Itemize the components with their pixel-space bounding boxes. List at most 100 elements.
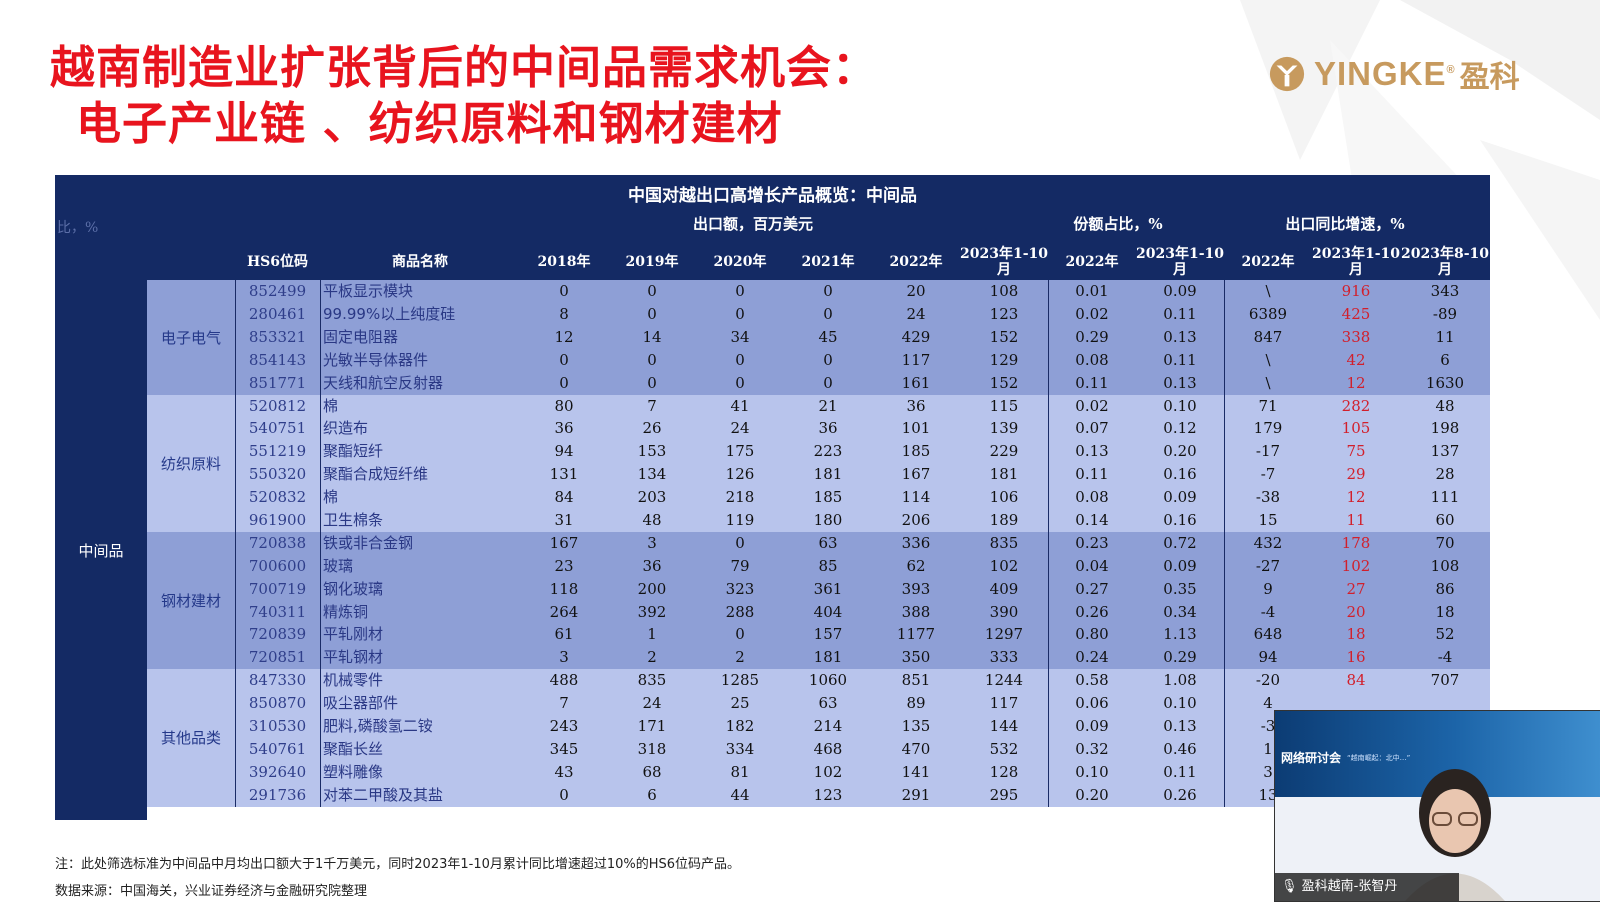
table-cell: 338: [1341, 327, 1371, 346]
table-cell: 102: [813, 762, 843, 781]
table-cell: 1: [1263, 739, 1273, 758]
table-cell: 1.13: [1163, 625, 1197, 644]
table-cell: 0: [559, 785, 569, 804]
table-cell: 29: [1346, 465, 1366, 484]
table-cell: 94: [554, 442, 574, 461]
table-cell: 1244: [984, 671, 1024, 690]
table-cell: 79: [730, 556, 750, 575]
table-cell: 8: [559, 304, 569, 323]
table-cell: 63: [818, 694, 838, 713]
table-row: 853321 固定电阻器 12 14 34 45 429 152 0.29 0.13 847 338 1…: [235, 326, 1490, 349]
table-cell: 550320: [248, 465, 307, 484]
table-cell: 平板显示模块: [323, 282, 414, 300]
group-header-share: 份额占比，%: [1073, 215, 1163, 233]
table-cell: \: [1265, 373, 1271, 392]
table-cell: 7: [647, 396, 657, 415]
table-row: 720851 平轧钢材 3 2 2 181 350 333 0.24 0.29 94 16 -4: [235, 646, 1490, 669]
table-cell: 961900: [248, 511, 307, 529]
table-cell: 0.09: [1163, 488, 1197, 507]
table-cell: 聚酯长丝: [323, 739, 384, 758]
table-cell: 0.11: [1163, 762, 1197, 781]
table-cell: 106: [989, 488, 1019, 507]
table-cell: 0: [735, 533, 745, 552]
column-header: 2019年: [625, 254, 679, 270]
table-cell: 115: [989, 396, 1019, 415]
table-cell: 157: [813, 625, 843, 644]
table-cell: 0.24: [1075, 648, 1109, 667]
table-cell: 0.26: [1075, 602, 1109, 621]
table-cell: 6: [1440, 350, 1450, 369]
table-cell: 488: [549, 671, 579, 690]
table-cell: 41: [730, 396, 750, 415]
table-cell: 0: [735, 625, 745, 644]
table-cell: 282: [1341, 396, 1371, 415]
table-cell: 180: [813, 511, 843, 529]
table-cell: 11: [1346, 511, 1366, 529]
table-cell: 128: [989, 762, 1019, 781]
table-cell: 3: [559, 648, 569, 667]
webinar-label: 网络研讨会: [1281, 751, 1342, 765]
column-divider: [1224, 280, 1225, 807]
table-cell: 126: [725, 465, 755, 484]
table-cell: 0.13: [1075, 442, 1109, 461]
table-cell: 229: [989, 442, 1019, 461]
table-cell: -7: [1260, 465, 1276, 484]
table-cell: 852499: [248, 282, 307, 300]
group-header-growth: 出口同比增速，%: [1285, 215, 1405, 233]
table-cell: 182: [725, 717, 755, 736]
table-cell: 198: [1430, 419, 1460, 438]
table-cell: 0.35: [1163, 579, 1197, 598]
table-cell: 323: [725, 579, 755, 598]
table-cell: \: [1265, 282, 1271, 300]
table-cell: 20: [1346, 602, 1366, 621]
table-cell: 0.10: [1163, 396, 1197, 415]
table-cell: 棉: [323, 488, 339, 507]
category-group: 电子电气 852499 平板显示模块 0 0 0 0 20 108 0.01 0.09 \ 916 343…: [147, 280, 1490, 395]
table-row: 720839 平轧刚材 61 1 0 157 1177 1297 0.80 1.13 648 18 52: [235, 623, 1490, 646]
table-cell: 404: [813, 602, 843, 621]
table-cell: 105: [1341, 419, 1371, 438]
table-cell: 0: [823, 373, 833, 392]
table-cell: 12: [554, 327, 574, 346]
table-cell: 平轧钢材: [323, 648, 384, 667]
video-overlay[interactable]: 网络研讨会 “越南崛起：北中…” 🎙 盈科越南-张智丹: [1274, 710, 1600, 902]
table-cell: 1285: [720, 671, 760, 690]
table-row: 851771 天线和航空反射器 0 0 0 0 161 152 0.11 0.13 \ 12 1630: [235, 372, 1490, 395]
table-cell: 850870: [248, 694, 307, 713]
table-cell: 棉: [323, 396, 339, 415]
table-cell: 0.01: [1075, 282, 1109, 300]
table-cell: 137: [1430, 442, 1460, 461]
table-cell: 16: [1346, 648, 1366, 667]
table-row: 291736 对苯二甲酸及其盐 0 6 44 123 291 295 0.20 0.26 13: [235, 784, 1490, 807]
table-cell: 851771: [248, 373, 307, 392]
table-cell: 0: [735, 373, 745, 392]
logo-wordmark: YINGKE®: [1314, 55, 1456, 92]
table-cell: 52: [1435, 625, 1455, 644]
table-cell: 101: [901, 419, 931, 438]
table-cell: 天线和航空反射器: [323, 373, 444, 392]
table-cell: 13: [1258, 785, 1278, 804]
table-cell: 1: [647, 625, 657, 644]
speaker-name: 🎙 盈科越南-张智丹: [1275, 873, 1459, 901]
table-cell: 24: [730, 419, 750, 438]
table-cell: 470: [901, 739, 931, 758]
table-cell: 551219: [248, 442, 307, 461]
table-cell: 精炼铜: [323, 602, 369, 621]
table-cell: 71: [1258, 396, 1278, 415]
table-cell: 835: [637, 671, 667, 690]
table-cell: 89: [906, 694, 926, 713]
column-divider: [320, 280, 321, 807]
table-cell: 36: [906, 396, 926, 415]
table-cell: 0: [559, 373, 569, 392]
table-cell: 0.16: [1163, 465, 1197, 484]
table-row: 310530 肥料,磷酸氢二铵 243 171 182 214 135 144 0.09 0.13…: [235, 715, 1490, 738]
table-cell: 62: [906, 556, 926, 575]
table-cell: 468: [813, 739, 843, 758]
table-cell: 835: [989, 533, 1019, 552]
table-row: 392640 塑料雕像 43 68 81 102 141 128 0.10 0.11 3: [235, 761, 1490, 784]
column-header: 2022年: [1241, 254, 1295, 270]
table-cell: 123: [989, 304, 1019, 323]
category-label: 电子电气: [147, 280, 236, 395]
title-line-2: 电子产业链 、纺织原料和钢材建材: [76, 97, 783, 150]
table-cell: 345: [549, 739, 579, 758]
